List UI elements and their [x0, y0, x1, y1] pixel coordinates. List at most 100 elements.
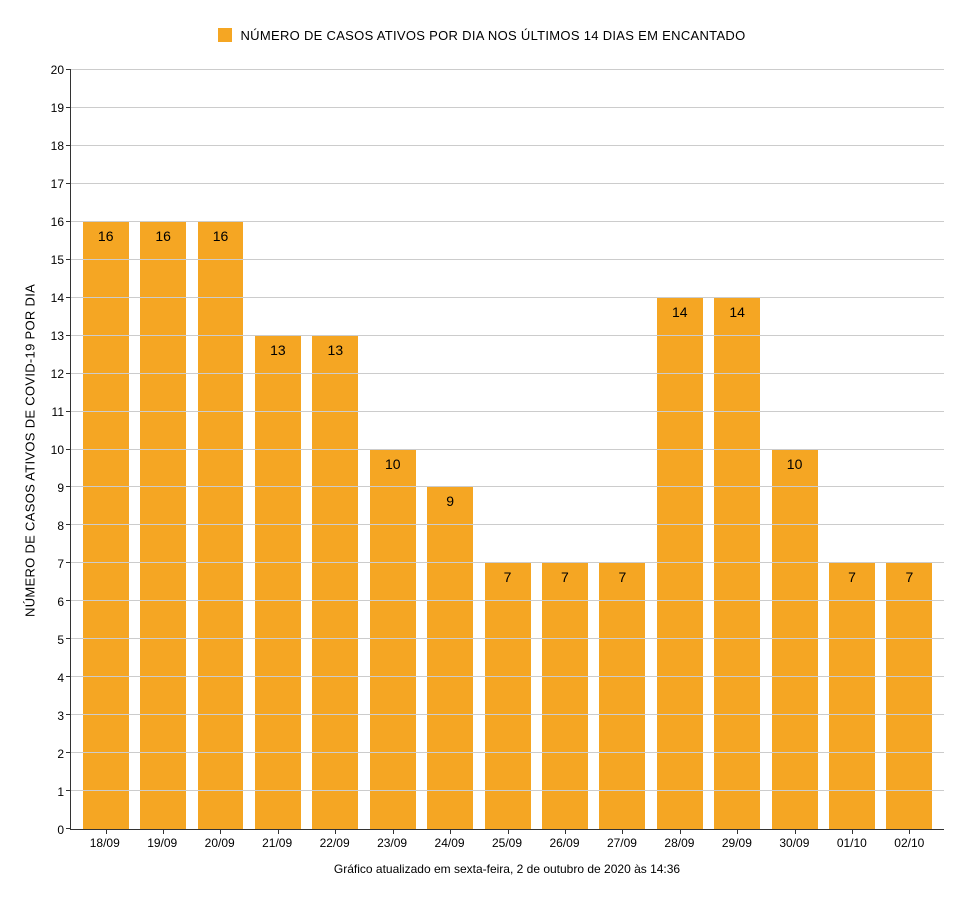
bar-value-label: 14	[657, 304, 703, 320]
x-tick-mark	[335, 829, 336, 834]
plot-wrapper: NÚMERO DE CASOS ATIVOS DE COVID-19 POR D…	[20, 70, 944, 830]
x-tick-label: 01/10	[823, 836, 880, 850]
x-tick-mark	[393, 829, 394, 834]
y-tick-mark	[66, 221, 71, 222]
legend-label: NÚMERO DE CASOS ATIVOS POR DIA NOS ÚLTIM…	[240, 28, 745, 43]
y-tick-label: 13	[51, 329, 64, 343]
bar: 16	[140, 222, 186, 829]
y-tick-label: 18	[51, 139, 64, 153]
gridline	[71, 676, 944, 677]
y-tick-mark	[66, 449, 71, 450]
y-tick-label: 0	[57, 823, 64, 837]
gridline	[71, 562, 944, 563]
y-tick-label: 12	[51, 367, 64, 381]
x-tick-mark	[106, 829, 107, 834]
x-tick-label: 26/09	[536, 836, 593, 850]
y-tick-mark	[66, 524, 71, 525]
x-tick-label: 22/09	[306, 836, 363, 850]
x-tick-mark	[508, 829, 509, 834]
x-tick-mark	[909, 829, 910, 834]
bar-value-label: 13	[312, 342, 358, 358]
y-tick-label: 10	[51, 443, 64, 457]
bar-value-label: 10	[370, 456, 416, 472]
bar-value-label: 7	[599, 569, 645, 585]
y-tick-label: 8	[57, 519, 64, 533]
bar-value-label: 16	[198, 228, 244, 244]
bar-value-label: 7	[829, 569, 875, 585]
gridline	[71, 411, 944, 412]
y-axis-label: NÚMERO DE CASOS ATIVOS DE COVID-19 POR D…	[20, 70, 40, 830]
gridline	[71, 145, 944, 146]
y-tick-mark	[66, 714, 71, 715]
x-tick-mark	[450, 829, 451, 834]
x-tick-mark	[565, 829, 566, 834]
y-tick-mark	[66, 411, 71, 412]
x-tick-label: 02/10	[881, 836, 938, 850]
y-tick-mark	[66, 600, 71, 601]
gridline	[71, 752, 944, 753]
chart-footer: Gráfico atualizado em sexta-feira, 2 de …	[70, 862, 944, 876]
x-tick-mark	[680, 829, 681, 834]
bar: 10	[772, 450, 818, 830]
y-tick-mark	[66, 486, 71, 487]
y-tick-label: 11	[52, 405, 64, 419]
x-tick-mark	[163, 829, 164, 834]
x-tick-label: 30/09	[766, 836, 823, 850]
x-tick-label: 21/09	[248, 836, 305, 850]
y-tick-label: 3	[57, 709, 64, 723]
x-tick-mark	[737, 829, 738, 834]
gridline	[71, 221, 944, 222]
x-tick-label: 23/09	[363, 836, 420, 850]
y-axis: 01234567891011121314151617181920	[40, 70, 70, 830]
y-tick-mark	[66, 676, 71, 677]
gridline	[71, 449, 944, 450]
x-tick-label: 18/09	[76, 836, 133, 850]
bar-value-label: 14	[714, 304, 760, 320]
x-tick-mark	[220, 829, 221, 834]
y-tick-mark	[66, 183, 71, 184]
x-tick-label: 25/09	[478, 836, 535, 850]
bar-value-label: 9	[427, 493, 473, 509]
x-tick-label: 20/09	[191, 836, 248, 850]
gridline	[71, 183, 944, 184]
gridline	[71, 790, 944, 791]
x-tick-mark	[622, 829, 623, 834]
x-tick-label: 24/09	[421, 836, 478, 850]
y-tick-label: 9	[57, 481, 64, 495]
y-tick-mark	[66, 335, 71, 336]
y-tick-label: 20	[51, 63, 64, 77]
y-tick-label: 2	[57, 747, 64, 761]
y-tick-mark	[66, 297, 71, 298]
bar-value-label: 16	[140, 228, 186, 244]
gridline	[71, 107, 944, 108]
plot-area: 161616131310977714141077	[70, 70, 944, 830]
y-tick-mark	[66, 145, 71, 146]
bar: 9	[427, 487, 473, 829]
x-tick-mark	[852, 829, 853, 834]
y-tick-label: 5	[57, 633, 64, 647]
bar-value-label: 10	[772, 456, 818, 472]
y-tick-mark	[66, 107, 71, 108]
x-tick-label: 28/09	[651, 836, 708, 850]
gridline	[71, 486, 944, 487]
gridline	[71, 600, 944, 601]
bar-value-label: 16	[83, 228, 129, 244]
gridline	[71, 297, 944, 298]
x-tick-mark	[795, 829, 796, 834]
bar-value-label: 13	[255, 342, 301, 358]
bar: 16	[83, 222, 129, 829]
y-tick-label: 1	[57, 785, 64, 799]
y-tick-label: 7	[57, 557, 64, 571]
legend-swatch	[218, 28, 232, 42]
x-tick-mark	[278, 829, 279, 834]
gridline	[71, 373, 944, 374]
y-tick-label: 15	[51, 253, 64, 267]
gridline	[71, 259, 944, 260]
y-tick-label: 19	[51, 101, 64, 115]
y-tick-mark	[66, 259, 71, 260]
x-tick-label: 29/09	[708, 836, 765, 850]
gridline	[71, 335, 944, 336]
y-tick-mark	[66, 373, 71, 374]
y-tick-mark	[66, 562, 71, 563]
y-tick-label: 14	[51, 291, 64, 305]
